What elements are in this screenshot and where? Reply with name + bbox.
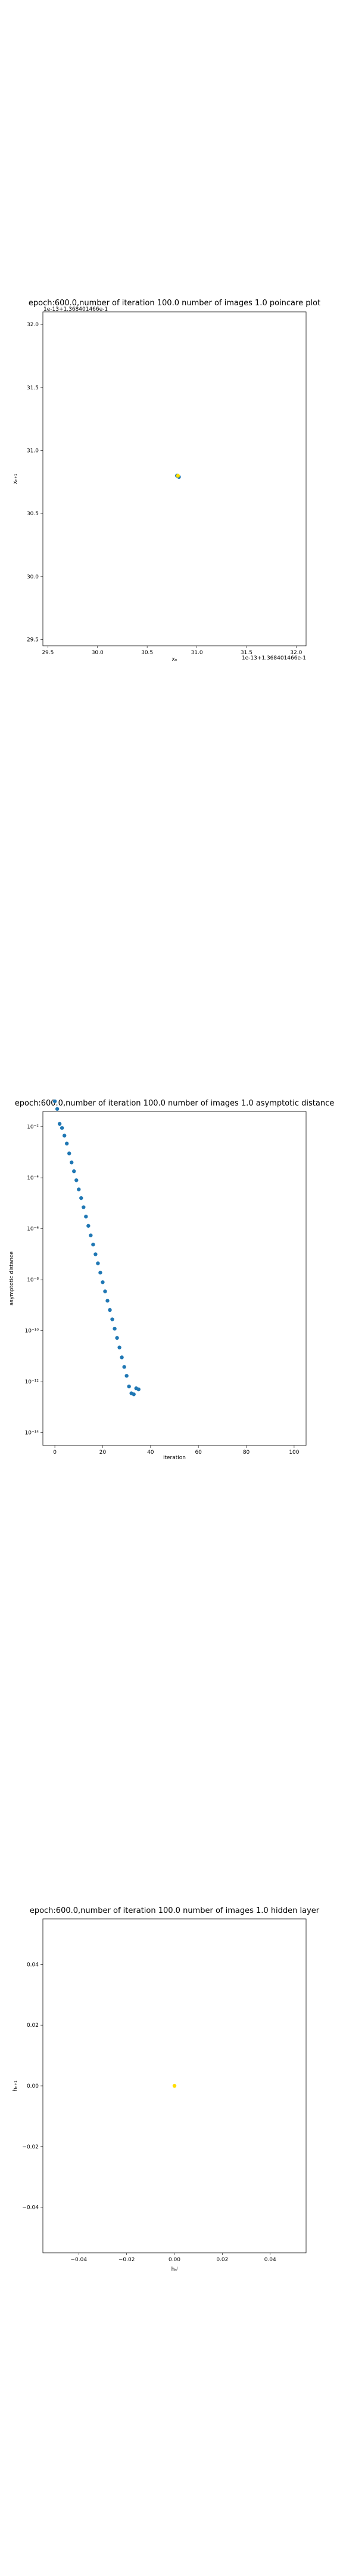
data-point (64, 1141, 69, 1145)
plot-frame (42, 1111, 307, 1446)
y-tick-label: 10⁻¹⁰ (25, 1329, 39, 1335)
y-tick-label: 31.5 (27, 385, 39, 391)
x-tick-label: −0.02 (119, 2257, 135, 2263)
data-point (101, 1280, 105, 1284)
x-tick-label: 40 (147, 1450, 154, 1456)
data-point (96, 1261, 100, 1265)
x-axis-label: xₙ (172, 657, 177, 662)
data-point (74, 1178, 79, 1182)
y-tick-label: 10⁻⁶ (27, 1227, 39, 1233)
data-point (176, 473, 180, 478)
y-tick-label: 30.0 (27, 574, 39, 580)
data-point (132, 1392, 136, 1397)
data-point (124, 1374, 129, 1378)
x-tick-label: 0.00 (169, 2257, 180, 2263)
data-point (84, 1215, 88, 1219)
data-point (70, 1160, 74, 1165)
poincare-plot-chart: epoch:600.0,number of iteration 100.0 nu… (13, 299, 320, 662)
x-tick-label: 80 (243, 1450, 250, 1456)
chart-title: epoch:600.0,number of iteration 100.0 nu… (29, 299, 320, 308)
y-axis-label: asymptotic distance (9, 1251, 15, 1305)
data-point (77, 1187, 81, 1191)
data-point (105, 1299, 110, 1303)
data-point (122, 1365, 126, 1369)
y-tick-label: 10⁻² (27, 1125, 39, 1131)
data-point (86, 1224, 91, 1228)
chart-title: epoch:600.0,number of iteration 100.0 nu… (30, 1906, 320, 1915)
data-point (113, 1327, 117, 1331)
data-point (108, 1308, 112, 1312)
y-tick-label: 0.02 (27, 2023, 39, 2029)
data-point (67, 1151, 71, 1156)
y-tick-label: 0.04 (27, 1962, 39, 1968)
data-point (89, 1233, 93, 1237)
data-point (79, 1196, 83, 1200)
data-point (120, 1355, 124, 1360)
chart-title: epoch:600.0,number of iteration 100.0 nu… (15, 1099, 334, 1108)
y-axis-label: hₙ₊₁ (13, 2080, 18, 2091)
y-tick-label: 31.0 (27, 448, 39, 454)
x-axis-label: iteration (163, 1455, 186, 1461)
y-tick-label: 29.5 (27, 637, 39, 643)
x-axis-label: hₙʲ (172, 2267, 178, 2272)
data-point (60, 1126, 64, 1130)
data-point (91, 1242, 95, 1247)
data-point (172, 2083, 177, 2088)
data-point (136, 1387, 141, 1392)
data-point (98, 1271, 102, 1275)
x-tick-label: 20 (99, 1450, 107, 1456)
x-tick-label: 31.5 (241, 650, 252, 656)
x-tick-label: 60 (195, 1450, 202, 1456)
data-point (117, 1345, 121, 1349)
y-tick-label: 10⁻¹⁴ (25, 1431, 39, 1436)
x-tick-label: 0.04 (264, 2257, 276, 2263)
y-tick-label: 10⁻⁸ (27, 1277, 39, 1283)
data-point (103, 1289, 107, 1293)
asymptotic-distance-chart: epoch:600.0,number of iteration 100.0 nu… (9, 1099, 334, 1461)
y-tick-label: 32.0 (27, 322, 39, 328)
x-tick-label: 0 (53, 1450, 57, 1456)
x-tick-label: 32.0 (290, 650, 302, 656)
y-tick-label: 30.5 (27, 511, 39, 517)
data-point (110, 1317, 114, 1321)
data-point (115, 1336, 119, 1340)
data-point (52, 1099, 57, 1104)
y-tick-label: −0.04 (22, 2205, 39, 2211)
data-point (93, 1252, 98, 1256)
plot-frame (42, 311, 307, 646)
x-tick-label: 0.02 (216, 2257, 228, 2263)
y-tick-label: −0.02 (22, 2144, 39, 2150)
x-tick-label: 31.0 (191, 650, 203, 656)
y-tick-label: 10⁻⁴ (27, 1175, 39, 1181)
data-point (72, 1169, 76, 1174)
hidden-layer-chart: epoch:600.0,number of iteration 100.0 nu… (13, 1906, 320, 2272)
x-tick-label: −0.04 (70, 2257, 87, 2263)
y-tick-label: 10⁻¹² (25, 1379, 39, 1385)
y-tick-label: 0.00 (27, 2083, 39, 2089)
x-tick-label: 29.5 (42, 650, 54, 656)
data-point (57, 1122, 62, 1126)
data-point (82, 1205, 86, 1209)
data-point (127, 1384, 131, 1389)
data-point (55, 1107, 60, 1111)
x-tick-label: 30.5 (141, 650, 153, 656)
x-tick-label: 100 (289, 1450, 299, 1456)
data-point (62, 1134, 67, 1138)
offset-label: 1e-13+1.368401466e-1 (242, 655, 306, 661)
x-tick-label: 30.0 (92, 650, 104, 656)
y-axis-label: xₙ₊₁ (13, 473, 18, 484)
overlap-text: 1e-13+1.368401466e-1 (43, 306, 108, 312)
